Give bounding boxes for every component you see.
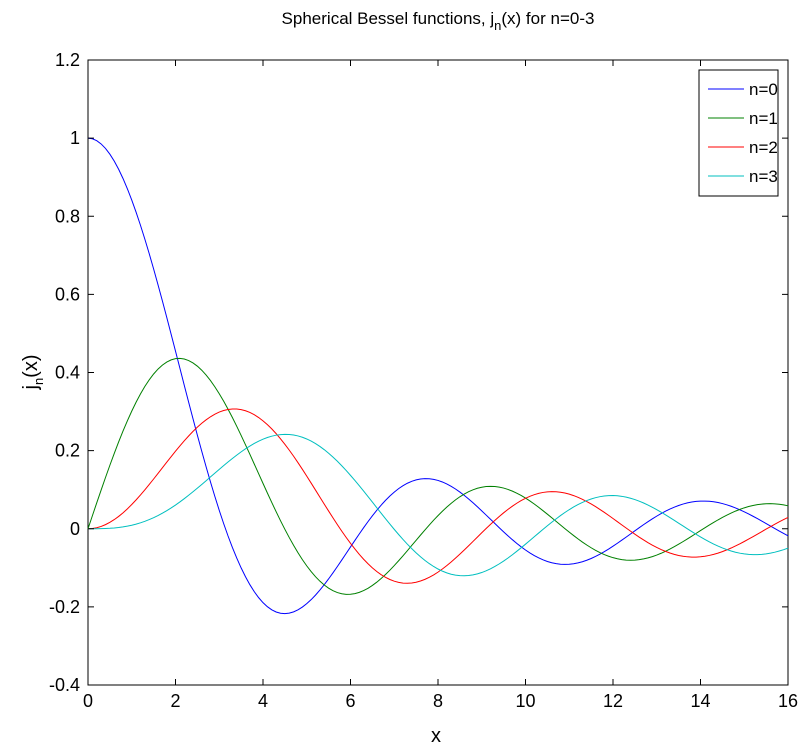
x-tick-label: 4 bbox=[258, 691, 268, 711]
series-line-n3 bbox=[88, 433, 789, 577]
x-tick-label: 8 bbox=[433, 691, 443, 711]
x-tick-label: 6 bbox=[345, 691, 355, 711]
chart-title: Spherical Bessel functions, jn(x) for n=… bbox=[282, 9, 595, 33]
y-tick-label: 1.2 bbox=[55, 50, 80, 70]
y-tick-label: -0.2 bbox=[49, 597, 80, 617]
y-tick-label: 0.2 bbox=[55, 441, 80, 461]
x-tick-label: 12 bbox=[603, 691, 623, 711]
series-line-n1 bbox=[87, 357, 789, 595]
x-axis-label: x bbox=[431, 725, 441, 747]
chart-title-subscript: n bbox=[494, 18, 501, 33]
x-tick-label: 0 bbox=[83, 691, 93, 711]
x-tick-label: 10 bbox=[515, 691, 535, 711]
legend-label-n1: n=1 bbox=[749, 109, 778, 128]
legend-label-n0: n=0 bbox=[749, 80, 778, 99]
y-tick-label: 1 bbox=[70, 128, 80, 148]
series-line-n0 bbox=[87, 137, 789, 615]
y-axis-label: jn(x) bbox=[20, 354, 46, 390]
legend: n=0 n=1 n=2 n=3 bbox=[698, 69, 779, 197]
x-tick-label: 14 bbox=[690, 691, 710, 711]
axis-ticks: 0 2 4 6 8 10 12 14 16 -0.4 -0.2 0 0.2 0.4 0.6 0.8 1 1.2 bbox=[49, 50, 798, 711]
legend-label-n3: n=3 bbox=[749, 167, 778, 186]
y-tick-label: -0.4 bbox=[49, 675, 80, 695]
chart-title-suffix: (x) for n=0-3 bbox=[501, 9, 594, 28]
y-axis-label-subscript: n bbox=[31, 378, 46, 385]
legend-box bbox=[698, 69, 779, 197]
x-tick-label: 16 bbox=[778, 691, 798, 711]
legend-label-n2: n=2 bbox=[749, 138, 778, 157]
series-line-n2 bbox=[87, 408, 789, 584]
x-tick-label: 2 bbox=[170, 691, 180, 711]
y-tick-label: 0 bbox=[70, 519, 80, 539]
y-tick-label: 0.4 bbox=[55, 363, 80, 383]
y-tick-label: 0.6 bbox=[55, 284, 80, 304]
y-tick-label: 0.8 bbox=[55, 206, 80, 226]
y-axis-label-suffix: (x) bbox=[20, 354, 42, 377]
y-axis-label-base: j bbox=[20, 385, 42, 390]
plot-area bbox=[87, 59, 789, 686]
series-lines bbox=[87, 137, 789, 615]
chart-title-prefix: Spherical Bessel functions, j bbox=[282, 9, 495, 28]
